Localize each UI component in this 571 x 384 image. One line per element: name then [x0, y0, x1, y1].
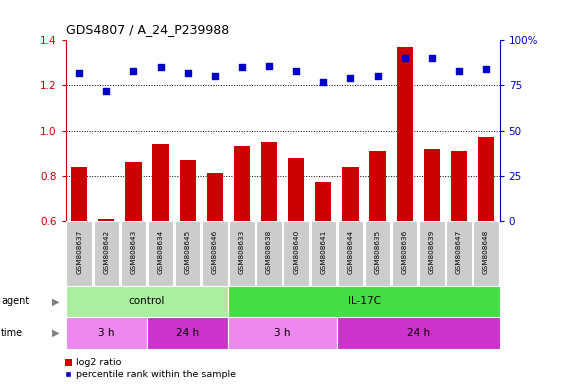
Bar — [234, 146, 250, 356]
Point — [156, 64, 165, 71]
Point — [264, 63, 274, 69]
Point — [129, 68, 138, 74]
Text: GSM808645: GSM808645 — [184, 230, 191, 274]
Text: GSM808643: GSM808643 — [130, 230, 136, 274]
Bar — [147, 317, 228, 349]
Text: GSM808637: GSM808637 — [76, 230, 82, 274]
Bar — [392, 221, 417, 286]
Point — [481, 66, 490, 72]
Text: GSM808636: GSM808636 — [401, 230, 408, 274]
Bar — [478, 137, 494, 356]
Point — [455, 68, 464, 74]
Text: agent: agent — [1, 296, 29, 306]
Text: GSM808634: GSM808634 — [158, 230, 164, 274]
Text: ▶: ▶ — [53, 328, 60, 338]
Text: IL-17C: IL-17C — [348, 296, 380, 306]
Text: GSM808648: GSM808648 — [483, 230, 489, 274]
Text: 24 h: 24 h — [176, 328, 199, 338]
Legend: log2 ratio, percentile rank within the sample: log2 ratio, percentile rank within the s… — [65, 358, 236, 379]
Point — [373, 73, 382, 79]
Bar — [228, 317, 337, 349]
Bar — [337, 221, 363, 286]
Point — [427, 55, 436, 61]
Bar — [283, 221, 309, 286]
Bar — [365, 221, 391, 286]
Bar — [451, 151, 467, 356]
Text: GSM808635: GSM808635 — [375, 230, 381, 274]
Point — [75, 70, 84, 76]
Point — [210, 73, 219, 79]
Point — [292, 68, 301, 74]
Bar — [152, 144, 169, 356]
Text: GSM808642: GSM808642 — [103, 230, 110, 274]
Text: ▶: ▶ — [53, 296, 60, 306]
Bar — [419, 221, 445, 286]
Bar — [446, 221, 472, 286]
Bar — [261, 142, 278, 356]
Bar — [229, 221, 255, 286]
Text: GSM808638: GSM808638 — [266, 230, 272, 274]
Point — [102, 88, 111, 94]
Text: GSM808640: GSM808640 — [293, 230, 299, 274]
Text: control: control — [129, 296, 165, 306]
Text: GSM808633: GSM808633 — [239, 230, 245, 274]
Point — [400, 55, 409, 61]
Bar — [202, 221, 228, 286]
Bar — [175, 221, 200, 286]
Bar — [120, 221, 146, 286]
Bar — [66, 286, 228, 317]
Bar — [424, 149, 440, 356]
Bar — [71, 167, 87, 356]
Text: GSM808647: GSM808647 — [456, 230, 462, 274]
Bar — [256, 221, 282, 286]
Bar — [66, 221, 92, 286]
Point — [238, 64, 247, 71]
Bar — [94, 221, 119, 286]
Bar — [98, 218, 114, 356]
Text: GSM808646: GSM808646 — [212, 230, 218, 274]
Bar — [369, 151, 386, 356]
Text: 3 h: 3 h — [98, 328, 115, 338]
Bar — [207, 174, 223, 356]
Text: 24 h: 24 h — [407, 328, 430, 338]
Text: 3 h: 3 h — [275, 328, 291, 338]
Bar — [396, 47, 413, 356]
Point — [346, 75, 355, 81]
Text: GSM808644: GSM808644 — [347, 230, 353, 274]
Bar — [126, 162, 142, 356]
Text: time: time — [1, 328, 23, 338]
Point — [319, 79, 328, 85]
Text: GSM808639: GSM808639 — [429, 230, 435, 274]
Text: GSM808641: GSM808641 — [320, 230, 327, 274]
Point — [183, 70, 192, 76]
Bar — [228, 286, 500, 317]
Bar — [66, 317, 147, 349]
Bar — [473, 221, 499, 286]
Bar — [148, 221, 174, 286]
Text: GDS4807 / A_24_P239988: GDS4807 / A_24_P239988 — [66, 23, 229, 36]
Bar — [315, 182, 331, 356]
Bar — [288, 158, 304, 356]
Bar — [342, 167, 359, 356]
Bar — [311, 221, 336, 286]
Bar — [179, 160, 196, 356]
Bar — [337, 317, 500, 349]
